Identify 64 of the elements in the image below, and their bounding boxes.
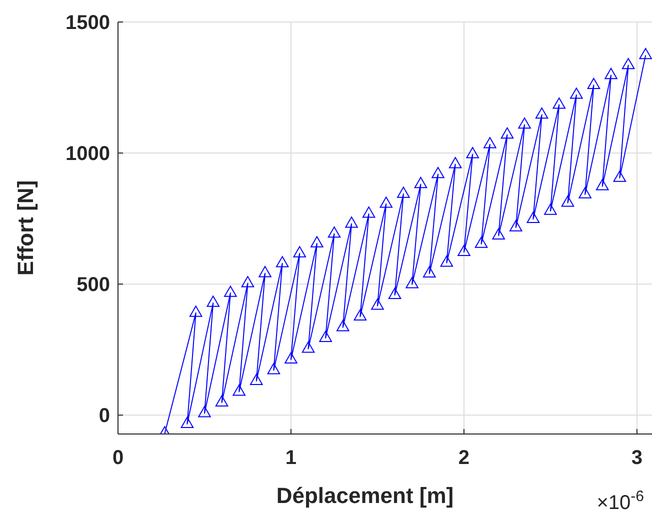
point xyxy=(267,363,280,374)
point xyxy=(189,306,202,317)
point xyxy=(596,179,609,190)
point xyxy=(570,88,583,99)
text: ×10$^{-6}$ xyxy=(596,488,644,514)
point xyxy=(354,309,367,320)
x-axis-title: Déplacement [m] xyxy=(276,483,454,508)
point xyxy=(241,276,254,288)
point xyxy=(544,204,557,215)
y-axis-title: Effort [N] xyxy=(13,180,38,276)
point xyxy=(224,286,237,297)
point xyxy=(518,117,531,129)
point xyxy=(526,212,540,223)
y-tick-label: 1500 xyxy=(66,12,110,34)
point xyxy=(578,187,592,198)
point xyxy=(432,166,444,178)
point xyxy=(206,296,220,307)
point xyxy=(414,176,428,188)
y-tick-label: 500 xyxy=(76,274,110,296)
point xyxy=(345,216,358,228)
y-tick-label: 0 xyxy=(98,405,110,428)
point xyxy=(484,137,496,148)
y-tick-label: 1000 xyxy=(66,143,110,166)
point xyxy=(622,58,635,70)
point xyxy=(232,384,246,396)
point xyxy=(561,196,574,207)
point xyxy=(397,186,410,198)
point xyxy=(613,170,626,182)
point xyxy=(422,266,436,278)
point xyxy=(440,256,454,267)
point xyxy=(293,246,306,258)
point xyxy=(466,147,479,158)
point xyxy=(284,352,298,364)
point xyxy=(406,277,418,288)
point xyxy=(336,320,350,332)
point xyxy=(448,157,462,168)
point xyxy=(474,236,488,248)
point xyxy=(500,127,514,139)
x-tick-label: 3 xyxy=(631,447,643,469)
x-tick-label: 2 xyxy=(458,447,470,469)
point xyxy=(180,416,194,428)
point xyxy=(310,236,324,248)
point xyxy=(250,374,263,385)
point xyxy=(258,266,272,278)
x-tick-label: 1 xyxy=(285,447,297,469)
point xyxy=(319,330,332,342)
point xyxy=(371,298,384,310)
point xyxy=(458,244,470,256)
point xyxy=(198,406,211,418)
point xyxy=(604,68,618,80)
point xyxy=(362,206,376,218)
point xyxy=(535,107,548,119)
point xyxy=(388,288,402,299)
point xyxy=(380,196,393,208)
point xyxy=(509,220,522,232)
point xyxy=(639,48,652,60)
point xyxy=(328,226,341,238)
x-tick-label: 0 xyxy=(112,447,124,469)
point xyxy=(276,256,289,268)
point xyxy=(492,228,505,240)
point xyxy=(215,395,228,406)
point xyxy=(552,98,566,109)
point xyxy=(587,78,600,90)
point xyxy=(302,342,315,353)
